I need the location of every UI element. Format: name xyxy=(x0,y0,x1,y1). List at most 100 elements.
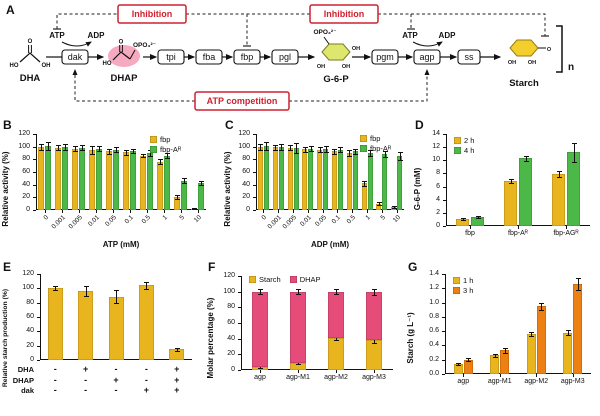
y-tick-label: 0 xyxy=(246,206,250,213)
error-cap xyxy=(174,347,180,349)
enzyme-agp: agp xyxy=(413,49,441,65)
bar-fbp-a xyxy=(397,156,403,210)
plot-area xyxy=(256,134,404,210)
bar-4-h xyxy=(519,158,532,226)
error-cap xyxy=(124,154,129,156)
error-bar xyxy=(160,159,161,165)
starch-label: Starch xyxy=(509,78,539,89)
error-cap xyxy=(131,153,136,154)
bar-1-h xyxy=(453,364,463,374)
y-tick-label: 80 xyxy=(242,155,250,163)
y-axis-title: Starch (g L⁻¹) xyxy=(406,312,415,364)
error-cap xyxy=(565,334,571,336)
error-cap xyxy=(46,142,51,144)
error-bar xyxy=(336,289,337,294)
legend-item: 1 h xyxy=(453,276,473,285)
bar-fbp xyxy=(287,147,293,210)
y-tick-mark xyxy=(253,172,256,173)
error-cap xyxy=(332,148,338,150)
bar-dhap xyxy=(328,291,344,338)
error-cap xyxy=(114,290,119,292)
legend: fbp fbp-Aᴿ xyxy=(150,135,181,154)
error-cap xyxy=(174,350,180,352)
y-tick-mark xyxy=(253,197,256,199)
x-tick-label: fbp xyxy=(465,230,475,237)
y-tick-mark xyxy=(33,184,36,186)
y-tick-label: 100 xyxy=(22,284,34,292)
y-tick-label: 20 xyxy=(242,193,250,201)
dhap-o-label: O xyxy=(119,40,124,46)
error-cap xyxy=(83,286,89,288)
x-tick-mark xyxy=(197,210,199,213)
y-tick-mark xyxy=(37,360,40,361)
error-bar xyxy=(296,142,297,153)
error-bar xyxy=(92,146,93,154)
y-axis-title: Molar percentage (%) xyxy=(206,297,215,379)
x-tick-mark xyxy=(374,370,375,373)
error-cap xyxy=(175,195,180,197)
error-bar xyxy=(577,278,579,290)
error-bar xyxy=(304,146,306,152)
bar-dhap xyxy=(366,291,382,341)
y-tick-mark xyxy=(238,338,241,340)
error-cap xyxy=(308,146,314,148)
x-tick-mark xyxy=(396,210,398,213)
enzyme-ss: ss xyxy=(457,49,481,65)
error-bar xyxy=(184,178,185,184)
error-bar xyxy=(349,149,351,157)
condition-row-label: DHAP xyxy=(12,375,34,385)
error-cap xyxy=(80,150,85,152)
y-tick-label: 100 xyxy=(18,142,30,150)
legend-item: fbp-Aᴿ xyxy=(150,145,181,154)
enzyme-fbp: fbp xyxy=(233,49,261,65)
error-bar xyxy=(85,286,87,297)
error-cap xyxy=(158,159,163,161)
x-tick-label: agp-M2 xyxy=(524,378,549,385)
x-tick-mark xyxy=(260,370,261,373)
bar-starch-production xyxy=(78,291,94,360)
bar-fbp-a xyxy=(62,147,68,210)
error-bar xyxy=(82,145,83,151)
error-bar xyxy=(143,153,144,158)
error-cap xyxy=(264,142,270,144)
y-tick-mark xyxy=(253,134,256,135)
legend-label: Starch xyxy=(259,275,281,284)
y-tick-mark xyxy=(253,184,256,186)
bar-starch-production xyxy=(47,288,63,360)
y-tick-label: 0.2 xyxy=(429,355,439,363)
error-cap xyxy=(529,331,535,333)
y-tick-mark xyxy=(443,199,446,201)
x-tick-label: agp-M1 xyxy=(286,374,310,381)
x-tick-mark xyxy=(298,370,299,373)
error-cap xyxy=(502,348,508,350)
error-cap xyxy=(523,160,529,162)
legend-swatch xyxy=(150,146,157,153)
bar-dhap xyxy=(290,291,306,363)
error-cap xyxy=(323,152,329,154)
bar-3-h xyxy=(536,306,546,374)
bar-fbp xyxy=(174,197,180,210)
dha-label: DHA xyxy=(20,73,41,84)
error-bar xyxy=(468,358,470,362)
x-tick-mark xyxy=(367,210,368,213)
chart-relative-starch-production: 0 20 40 60 80 100 120 DHA - + - - + DHAP - - + - + dak - - - + +… xyxy=(0,260,205,416)
error-bar xyxy=(374,337,375,343)
error-cap xyxy=(571,162,577,164)
y-tick-mark xyxy=(33,210,36,211)
x-tick-mark xyxy=(278,210,280,213)
legend-label: fbp-Aᴿ xyxy=(370,144,392,153)
x-tick-mark xyxy=(518,226,519,229)
x-tick-mark xyxy=(146,210,148,213)
bar-fbp xyxy=(272,147,278,210)
error-cap xyxy=(565,330,571,332)
bar-starch-production xyxy=(169,349,185,360)
error-cap xyxy=(158,164,163,166)
x-tick-mark xyxy=(61,210,63,213)
error-bar xyxy=(48,142,49,150)
error-cap xyxy=(90,146,95,148)
error-bar xyxy=(167,153,168,159)
legend-label: 4 h xyxy=(464,146,475,155)
inhibition-label-right: Inhibition xyxy=(324,9,365,19)
error-bar xyxy=(531,331,533,337)
y-tick-mark xyxy=(37,331,40,333)
